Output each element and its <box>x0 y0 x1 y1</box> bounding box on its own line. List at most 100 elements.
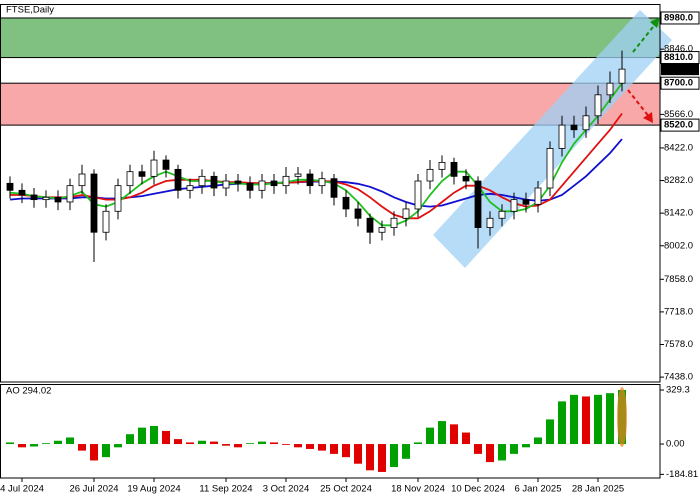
ao-bar <box>66 437 74 445</box>
ao-bar <box>18 444 26 448</box>
candle-body <box>390 217 398 228</box>
indicator-title: AO 294.02 <box>6 386 51 397</box>
candle-body <box>30 194 38 201</box>
candle-body <box>318 178 326 187</box>
candle-body <box>222 180 230 189</box>
y-tick-label: 7578.0 <box>664 339 693 350</box>
candle-body <box>162 159 170 170</box>
candle-body <box>78 173 86 187</box>
chart-title: FTSE,Daily <box>6 5 54 16</box>
x-tick-label: 11 Sep 2024 <box>199 484 252 495</box>
candle-body <box>426 168 434 182</box>
main-frame <box>0 4 661 383</box>
candle-body <box>474 180 482 228</box>
ao-bar <box>150 425 158 445</box>
y-tick-label: 8846.0 <box>664 44 693 55</box>
x-tick-label: 18 Nov 2024 <box>391 484 445 495</box>
ao-bar <box>102 444 110 458</box>
candle-body <box>606 82 614 96</box>
candle-body <box>378 227 386 233</box>
ao-bar <box>474 444 482 454</box>
ao-bar <box>546 419 554 445</box>
ao-bar <box>90 444 98 461</box>
ao-bar <box>54 440 62 445</box>
x-tick-label: 6 Jan 2025 <box>514 484 561 495</box>
ao-bar <box>426 427 434 445</box>
candle-body <box>138 171 146 177</box>
arrow-up-head <box>650 17 660 28</box>
ao-bar <box>162 430 170 445</box>
ao-frame <box>0 384 661 479</box>
candle-body <box>498 210 506 219</box>
candle-body <box>234 180 242 184</box>
last-price-label: 8760.3 <box>664 64 693 75</box>
y-tick-label: 8566.0 <box>664 109 693 120</box>
ao-bar <box>414 442 422 445</box>
ao-bar <box>510 444 518 454</box>
y-tick-label: 8282.0 <box>664 175 693 186</box>
plot <box>6 50 626 263</box>
y-tick-label: 7858.0 <box>664 274 693 285</box>
ao-bar <box>450 424 458 445</box>
y-tick-label: 8002.0 <box>664 240 693 251</box>
ao-bar <box>126 434 134 445</box>
candle-body <box>186 185 194 191</box>
candle-body <box>534 187 542 205</box>
level-box <box>660 11 700 25</box>
ao-bar <box>330 444 338 454</box>
candle-body <box>126 171 134 187</box>
ao-bar <box>282 444 290 445</box>
candle-body <box>462 175 470 182</box>
candle-body <box>414 180 422 210</box>
ma-line <box>9 82 623 227</box>
ao-bar <box>78 444 86 451</box>
candle-body <box>582 115 590 131</box>
candle-body <box>522 199 530 205</box>
ao-bar <box>486 444 494 463</box>
candle-body <box>270 180 278 187</box>
ao-bar <box>30 444 38 447</box>
ao-bar <box>462 432 470 445</box>
candle-body <box>294 173 302 177</box>
ao-bar <box>438 421 446 445</box>
ao-bar <box>558 401 566 445</box>
ao-bar <box>6 442 14 445</box>
ao-bar <box>498 444 506 461</box>
ao-bar <box>606 393 614 445</box>
ao-bar <box>270 442 278 445</box>
ao-bar <box>366 444 374 471</box>
candle-body <box>510 199 518 212</box>
ao-bar <box>306 444 314 449</box>
candle-body <box>282 175 290 187</box>
y-tick-label: 7718.0 <box>664 306 693 317</box>
ao-bar <box>402 444 410 459</box>
candle-body <box>450 161 458 177</box>
candle-body <box>6 182 14 191</box>
ao-bar <box>198 440 206 445</box>
candle-body <box>330 178 338 198</box>
level-label: 8520.0 <box>664 120 693 131</box>
candle-body <box>198 175 206 187</box>
x-tick-label: 26 Jul 2024 <box>69 484 118 495</box>
ao-bar <box>354 444 362 464</box>
ao-bar <box>342 444 350 458</box>
candle-body <box>66 185 74 203</box>
arrow-down <box>627 89 651 119</box>
x-tick-label: 4 Jul 2024 <box>0 484 44 495</box>
level-label: 8700.0 <box>664 78 693 89</box>
ao-bar <box>234 444 242 448</box>
candle-body <box>486 217 494 228</box>
y-tick-label: 8422.0 <box>664 142 693 153</box>
candle-body <box>114 185 122 212</box>
ao-bar <box>534 437 542 445</box>
x-tick-label: 28 Jan 2025 <box>572 484 624 495</box>
candle-body <box>54 196 62 203</box>
candle-body <box>558 124 566 149</box>
ao-bar <box>390 444 398 468</box>
ao-bar <box>378 444 386 472</box>
ao-bar <box>186 442 194 445</box>
candle-body <box>18 189 26 196</box>
candle-body <box>402 208 410 219</box>
